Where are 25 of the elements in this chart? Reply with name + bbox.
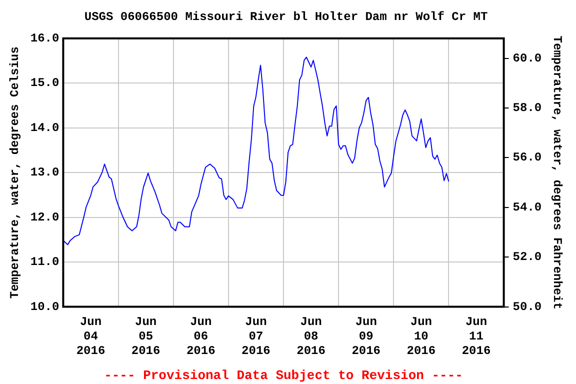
y2-tick-label: 56.0 [512,150,542,165]
y-tick-label: 16.0 [30,31,60,46]
y-axis-title: Temperature, water, degrees Celsius [8,46,22,299]
x-tick-label: Jun 06 2016 [186,315,216,358]
y-tick-label: 14.0 [30,120,60,135]
y2-tick-label: 54.0 [512,200,542,214]
y2-tick-label: 50.0 [512,300,542,314]
x-tick-label: Jun 04 2016 [76,315,106,358]
y-tick-label: 11.0 [30,255,60,270]
y2-axis-title: Temperature, water, degrees Fahrenheit [550,36,564,310]
x-tick-label: Jun 05 2016 [131,315,160,358]
x-tick-label: Jun 07 2016 [242,315,270,358]
y-tick-label: 12.0 [30,210,60,224]
y2-tick-label: 52.0 [512,250,542,264]
y-tick-label: 13.0 [30,166,60,180]
x-tick-label: Jun 08 2016 [296,315,326,358]
chart-title: USGS 06066500 Missouri River bl Holter Dam nr Wolf Cr MT [84,10,488,24]
y2-tick-label: 58.0 [512,101,542,115]
y-tick-label: 15.0 [30,76,60,90]
x-tick-label: Jun 09 2016 [352,315,381,358]
x-tick-label: Jun 11 2016 [462,315,491,358]
y-tick-label: 10.0 [30,300,60,314]
x-tick-label: Jun 10 2016 [406,315,436,358]
text: ---- Provisional Data Subject to Revision ---- [104,368,463,383]
y2-tick-label: 60.0 [512,51,542,66]
